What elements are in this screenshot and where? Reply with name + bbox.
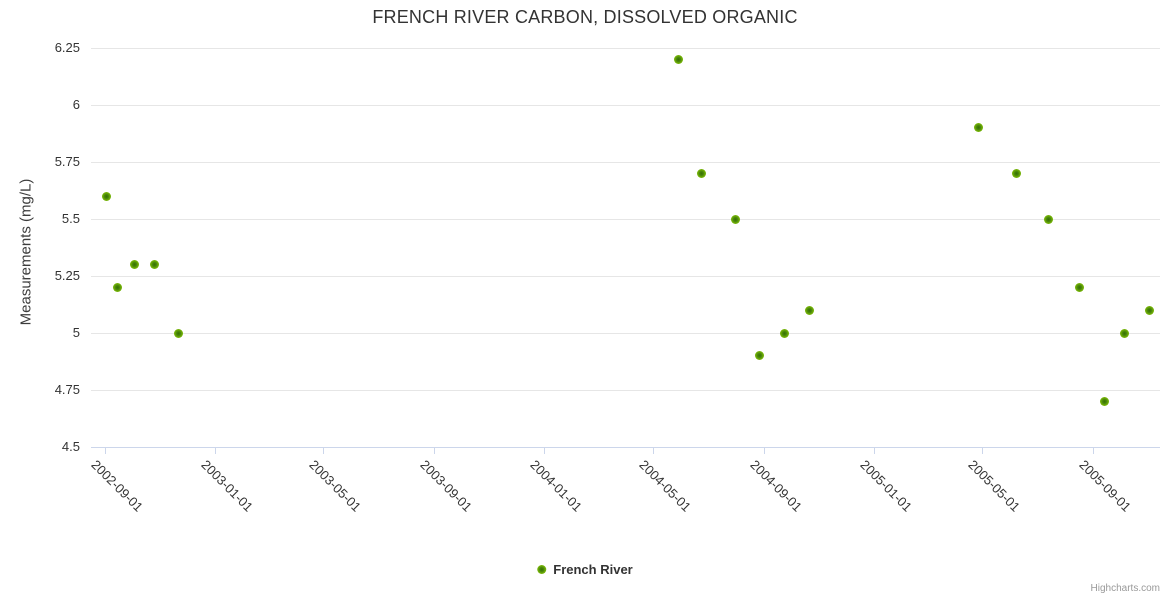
credits-link[interactable]: Highcharts.com xyxy=(1090,583,1160,594)
y-axis-label: 6 xyxy=(72,97,80,112)
data-point[interactable] xyxy=(730,214,740,224)
x-axis-label: 2005-01-01 xyxy=(857,457,916,515)
y-axis-label: 5 xyxy=(72,325,80,340)
data-point[interactable] xyxy=(149,260,159,270)
data-point[interactable] xyxy=(1012,168,1022,178)
x-axis-tick xyxy=(322,448,324,454)
legend-item[interactable]: French River xyxy=(537,562,633,577)
data-point[interactable] xyxy=(112,282,122,292)
x-axis-label: 2004-01-01 xyxy=(527,457,585,515)
data-point[interactable] xyxy=(804,305,814,315)
data-point[interactable] xyxy=(1075,282,1085,292)
gridline xyxy=(91,390,1160,391)
gridline xyxy=(91,276,1160,277)
x-axis-tick xyxy=(982,448,984,454)
data-point[interactable] xyxy=(673,54,683,64)
y-axis-label: 4.5 xyxy=(61,439,80,454)
data-point[interactable] xyxy=(1100,396,1110,406)
data-point[interactable] xyxy=(697,168,707,178)
y-axis-label: 5.75 xyxy=(54,154,80,169)
x-axis-tick xyxy=(543,448,545,454)
data-point[interactable] xyxy=(780,328,790,338)
x-axis-label: 2004-05-01 xyxy=(636,457,695,515)
y-axis-label: 5.25 xyxy=(54,268,80,283)
x-axis-label: 2002-09-01 xyxy=(87,457,146,515)
x-axis-label: 2005-05-01 xyxy=(965,457,1024,515)
x-axis-line xyxy=(91,447,1160,448)
chart-title: FRENCH RIVER CARBON, DISSOLVED ORGANIC xyxy=(372,7,798,27)
gridline xyxy=(91,105,1160,106)
data-point[interactable] xyxy=(754,351,764,361)
x-axis-label: 2003-09-01 xyxy=(417,457,475,515)
x-axis-label: 2003-01-01 xyxy=(197,457,256,515)
data-point[interactable] xyxy=(1043,214,1053,224)
data-point[interactable] xyxy=(174,328,183,338)
x-axis-tick xyxy=(104,448,106,454)
x-axis-tick xyxy=(874,448,876,454)
y-axis-label: 6.25 xyxy=(54,40,80,55)
x-axis-tick xyxy=(214,448,216,454)
x-axis-label: 2004-09-01 xyxy=(747,457,805,515)
x-axis-tick xyxy=(653,448,654,454)
data-point[interactable] xyxy=(1120,328,1130,338)
gridline xyxy=(91,48,1160,49)
data-point[interactable] xyxy=(974,123,984,133)
y-axis-title: Measurements (mg/L) xyxy=(17,178,35,326)
data-point[interactable] xyxy=(1144,305,1154,315)
x-axis-tick xyxy=(1093,448,1095,454)
x-axis-label: 2005-09-01 xyxy=(1076,457,1135,515)
gridline xyxy=(91,219,1160,220)
legend-marker-icon xyxy=(537,565,547,574)
y-axis-label: 4.75 xyxy=(54,382,80,397)
x-axis-tick xyxy=(433,448,435,454)
legend-label: French River xyxy=(553,562,633,577)
y-axis-label: 5.5 xyxy=(61,211,80,226)
gridline xyxy=(91,162,1160,163)
data-point[interactable] xyxy=(129,260,139,270)
gridline xyxy=(91,333,1160,334)
data-point[interactable] xyxy=(101,191,111,201)
x-axis-label: 2003-05-01 xyxy=(306,457,364,515)
x-axis-tick xyxy=(763,448,765,454)
